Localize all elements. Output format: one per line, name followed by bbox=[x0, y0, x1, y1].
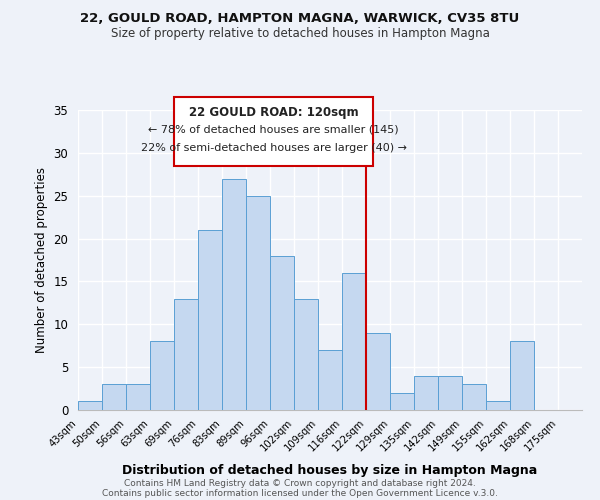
Text: Contains HM Land Registry data © Crown copyright and database right 2024.: Contains HM Land Registry data © Crown c… bbox=[124, 478, 476, 488]
Text: 22 GOULD ROAD: 120sqm: 22 GOULD ROAD: 120sqm bbox=[189, 106, 358, 118]
Bar bbox=[486, 402, 510, 410]
Bar bbox=[270, 256, 294, 410]
Bar bbox=[414, 376, 438, 410]
FancyBboxPatch shape bbox=[174, 97, 373, 166]
Bar bbox=[78, 402, 102, 410]
Bar bbox=[174, 298, 198, 410]
Bar bbox=[222, 178, 246, 410]
Bar bbox=[198, 230, 222, 410]
Bar bbox=[390, 393, 414, 410]
Bar bbox=[294, 298, 318, 410]
Text: ← 78% of detached houses are smaller (145): ← 78% of detached houses are smaller (14… bbox=[148, 124, 399, 134]
Bar bbox=[246, 196, 270, 410]
Text: Size of property relative to detached houses in Hampton Magna: Size of property relative to detached ho… bbox=[110, 28, 490, 40]
X-axis label: Distribution of detached houses by size in Hampton Magna: Distribution of detached houses by size … bbox=[122, 464, 538, 477]
Bar bbox=[102, 384, 126, 410]
Text: 22, GOULD ROAD, HAMPTON MAGNA, WARWICK, CV35 8TU: 22, GOULD ROAD, HAMPTON MAGNA, WARWICK, … bbox=[80, 12, 520, 26]
Bar bbox=[318, 350, 342, 410]
Text: 22% of semi-detached houses are larger (40) →: 22% of semi-detached houses are larger (… bbox=[140, 144, 407, 154]
Y-axis label: Number of detached properties: Number of detached properties bbox=[35, 167, 48, 353]
Bar bbox=[366, 333, 390, 410]
Text: Contains public sector information licensed under the Open Government Licence v.: Contains public sector information licen… bbox=[102, 488, 498, 498]
Bar bbox=[438, 376, 462, 410]
Bar bbox=[462, 384, 486, 410]
Bar bbox=[510, 342, 534, 410]
Bar bbox=[150, 342, 174, 410]
Bar bbox=[342, 273, 366, 410]
Bar bbox=[126, 384, 150, 410]
